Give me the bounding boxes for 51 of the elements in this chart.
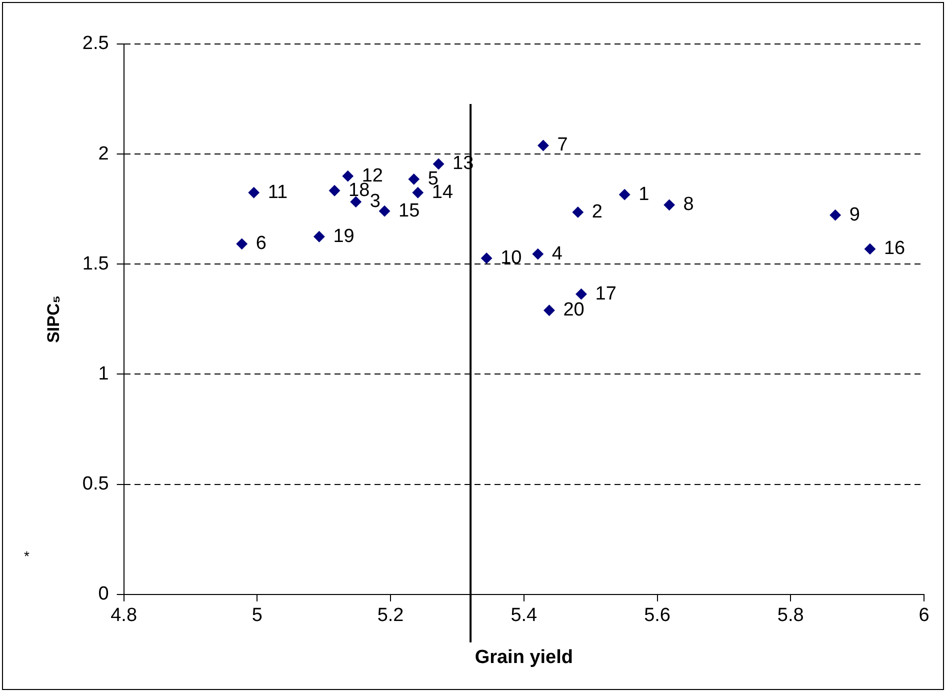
point bbox=[433, 158, 444, 170]
point bbox=[544, 304, 555, 316]
y-tick-label: 0.5 bbox=[82, 474, 109, 495]
x-tick-label: 5.2 bbox=[377, 605, 404, 626]
point bbox=[864, 243, 876, 254]
annotation: 16 bbox=[884, 238, 906, 260]
y-tick-label: 1 bbox=[98, 363, 109, 384]
x-axis-title: Grain yield bbox=[474, 646, 574, 668]
point bbox=[329, 185, 340, 196]
annotation: 9 bbox=[849, 204, 860, 226]
point bbox=[619, 189, 630, 200]
x-tick-label: 5 bbox=[252, 605, 262, 626]
annotation: 4 bbox=[552, 243, 563, 264]
point bbox=[342, 170, 354, 182]
annotation: 11 bbox=[268, 182, 288, 203]
point bbox=[412, 187, 424, 198]
x-tick-label: 4.8 bbox=[110, 605, 138, 626]
annotation: 2 bbox=[592, 201, 602, 222]
annotation: 3 bbox=[370, 191, 380, 212]
y-tick-label: 2.5 bbox=[82, 33, 109, 54]
point bbox=[248, 187, 260, 198]
x-tick-label: 6 bbox=[918, 605, 930, 626]
annotation: 1 bbox=[638, 184, 650, 205]
point bbox=[236, 238, 248, 250]
point bbox=[830, 210, 841, 221]
annotation: 17 bbox=[595, 283, 616, 304]
point bbox=[664, 199, 675, 210]
annotation: 10 bbox=[500, 247, 522, 268]
y-tick-label: 0 bbox=[98, 584, 109, 605]
point bbox=[350, 196, 362, 208]
annotation: 7 bbox=[557, 134, 568, 156]
x-tick-label: 5.6 bbox=[644, 605, 670, 626]
x-tick-label: 5.4 bbox=[510, 605, 538, 626]
annotation: 15 bbox=[398, 200, 420, 222]
annotation: 19 bbox=[333, 226, 354, 247]
point bbox=[314, 231, 325, 242]
text: * bbox=[24, 548, 30, 564]
annotation: 8 bbox=[683, 194, 694, 216]
point bbox=[408, 174, 420, 185]
annotation: 20 bbox=[563, 300, 584, 321]
point bbox=[481, 252, 492, 264]
y-axis-title: SIPC₅ bbox=[44, 295, 63, 343]
x-tick-label: 5.8 bbox=[777, 605, 804, 626]
point bbox=[572, 206, 584, 218]
point bbox=[538, 140, 549, 151]
point bbox=[379, 206, 390, 217]
point bbox=[576, 288, 587, 300]
y-tick-label: 1.5 bbox=[82, 253, 109, 274]
annotation: 6 bbox=[256, 233, 266, 254]
point bbox=[532, 248, 544, 260]
y-tick-label: 2 bbox=[98, 143, 109, 164]
